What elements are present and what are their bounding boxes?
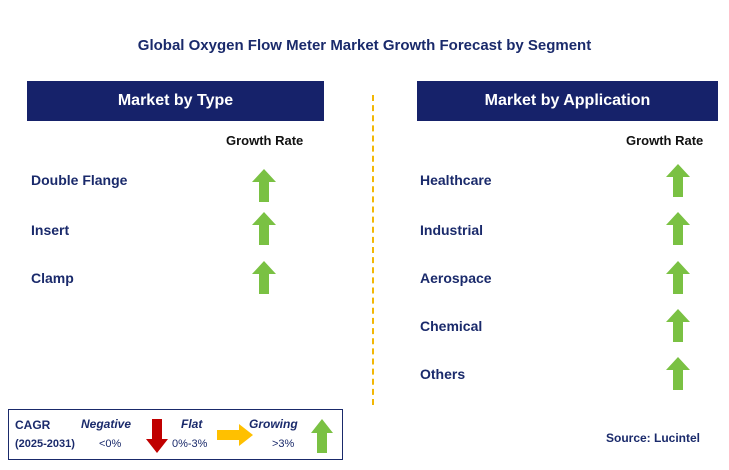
chart-title: Global Oxygen Flow Meter Market Growth F… — [137, 37, 592, 54]
source-label: Source: Lucintel — [606, 431, 701, 445]
market-by-application-header: Market by Application — [417, 81, 718, 121]
type-growth-rate-label: Growth Rate — [226, 133, 304, 148]
growing-arrow-icon — [666, 309, 690, 342]
arrow-up-icon — [311, 419, 333, 453]
legend-cagr-label: CAGR — [15, 418, 51, 432]
application-item-industrial: Industrial — [420, 222, 484, 238]
arrow-right-icon — [217, 424, 253, 446]
legend-growing-range: >3% — [272, 438, 295, 450]
legend-growing-label: Growing — [249, 417, 298, 431]
growing-arrow-icon — [252, 261, 276, 294]
application-item-aerospace: Aerospace — [420, 270, 492, 286]
legend-flat-range: 0%-3% — [172, 438, 208, 450]
legend-negative-range: <0% — [99, 438, 122, 450]
panel-divider — [372, 95, 374, 405]
legend-period: (2025-2031) — [15, 438, 75, 450]
arrow-down-icon — [146, 419, 168, 453]
type-item-double-flange: Double Flange — [31, 172, 128, 188]
application-growth-rate-label: Growth Rate — [626, 133, 704, 148]
cagr-legend: CAGR (2025-2031) Negative <0% Flat 0%-3%… — [8, 409, 343, 460]
growing-arrow-icon — [252, 169, 276, 202]
application-item-healthcare: Healthcare — [420, 172, 492, 188]
legend-flat-label: Flat — [181, 417, 203, 431]
application-item-chemical: Chemical — [420, 318, 483, 334]
growing-arrow-icon — [666, 357, 690, 390]
type-item-insert: Insert — [31, 222, 70, 238]
growing-arrow-icon — [666, 164, 690, 197]
growing-arrow-icon — [252, 212, 276, 245]
application-item-others: Others — [420, 366, 466, 382]
growing-arrow-icon — [666, 212, 690, 245]
market-by-type-header: Market by Type — [27, 81, 324, 121]
type-item-clamp: Clamp — [31, 270, 74, 286]
legend-negative-label: Negative — [81, 417, 132, 431]
growing-arrow-icon — [666, 261, 690, 294]
